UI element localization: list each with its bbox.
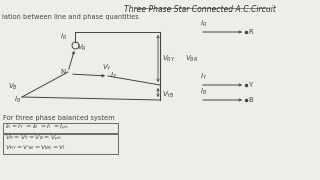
- Text: Y: Y: [248, 82, 252, 88]
- Text: $V_R=V_Y=V_B=V_{ph}$: $V_R=V_Y=V_B=V_{ph}$: [5, 134, 61, 144]
- Text: $I_Y$: $I_Y$: [110, 71, 117, 81]
- Text: $V_Y$: $V_Y$: [102, 63, 112, 73]
- Text: $V_{RY}$: $V_{RY}$: [162, 53, 175, 64]
- Text: $I_R$: $I_R$: [60, 32, 67, 42]
- Text: lation between line and phase quantities: lation between line and phase quantities: [2, 14, 139, 20]
- Text: B: B: [248, 97, 253, 103]
- Text: $V_{BR}$: $V_{BR}$: [185, 53, 198, 64]
- Text: $V_{YB}$: $V_{YB}$: [162, 89, 175, 100]
- Text: $I_B$: $I_B$: [14, 95, 21, 105]
- Text: $V_{RY}=V_{YB}=V_{BR}=V_l$: $V_{RY}=V_{YB}=V_{BR}=V_l$: [5, 144, 66, 152]
- Bar: [3, 134, 118, 154]
- Text: $V_B$: $V_B$: [8, 82, 18, 92]
- Text: N: N: [60, 69, 65, 75]
- Text: Three Phase Star Connected A.C.Circuit: Three Phase Star Connected A.C.Circuit: [124, 5, 276, 14]
- Text: For three phase balanced system: For three phase balanced system: [3, 115, 115, 121]
- Text: $I_R=I_Y\ =I_B\ =I_l\ =I_{ph}$: $I_R=I_Y\ =I_B\ =I_l\ =I_{ph}$: [5, 123, 69, 133]
- Text: R: R: [248, 29, 253, 35]
- Bar: [3, 123, 118, 133]
- Text: $I_Y$: $I_Y$: [200, 72, 207, 82]
- Text: $I_B$: $I_B$: [200, 87, 207, 97]
- Text: $V_R$: $V_R$: [77, 43, 87, 53]
- Text: $I_R$: $I_R$: [200, 19, 207, 29]
